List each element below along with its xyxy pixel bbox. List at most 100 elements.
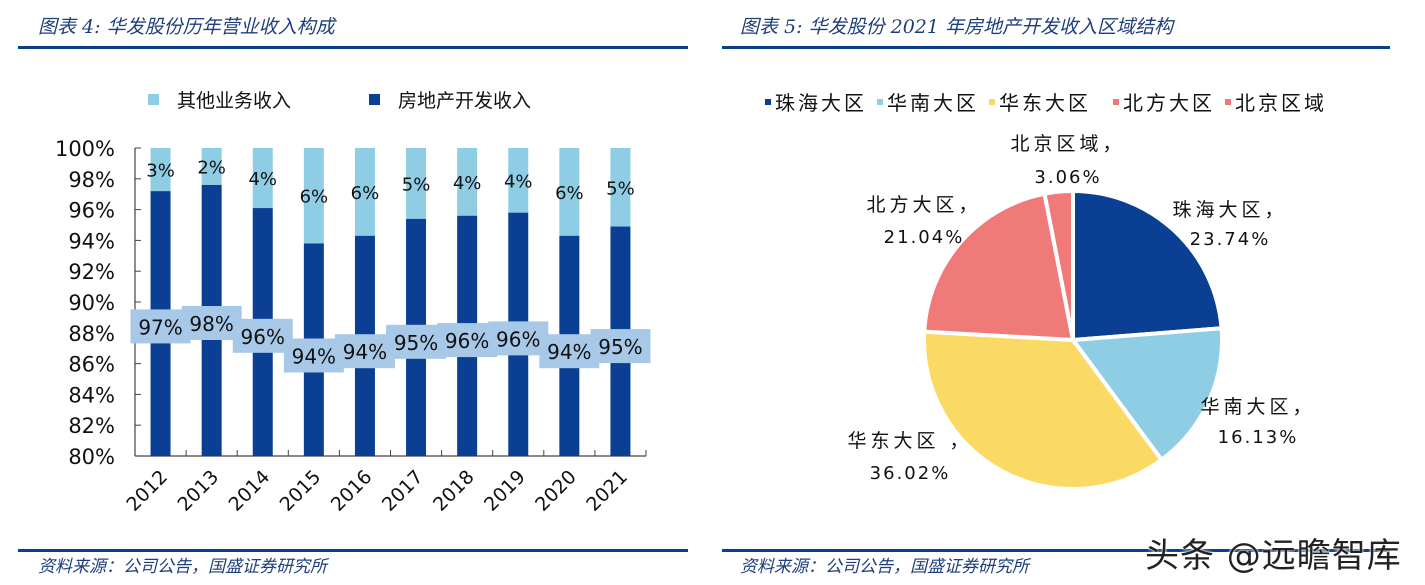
label-beifang-value: 21.04% <box>884 227 965 248</box>
x-tick-label: 2014 <box>225 466 275 516</box>
pie-slice-huadong <box>922 329 1164 491</box>
legend-item-realestate-revenue: 房地产开发收入 <box>369 86 531 113</box>
right-title-rule <box>722 46 1390 49</box>
legend-item-huanan: 华南大区 <box>877 87 979 116</box>
bar-label-realestate: 97% <box>138 315 182 339</box>
legend-swatch-salmon <box>1113 98 1119 105</box>
bar-other-revenue <box>150 148 171 192</box>
pie-slice-huanan <box>1071 326 1224 462</box>
label-beijing-name: 北京区域， <box>1010 133 1125 155</box>
bar-label-other: 6% <box>300 187 329 208</box>
legend-swatch-navy <box>765 98 771 105</box>
bar-label-other: 3% <box>146 161 175 182</box>
bar-other-revenue <box>201 148 222 185</box>
legend-item-beijing: 北京区域 <box>1225 87 1327 116</box>
data-label-box <box>130 309 191 344</box>
pie-slice-beifang <box>922 191 1075 342</box>
bar-other-revenue <box>457 148 478 216</box>
legend-label: 华东大区 <box>999 91 1091 115</box>
bar-label-realestate: 95% <box>598 335 642 359</box>
bar-other-revenue <box>303 148 324 244</box>
data-label-box <box>539 334 600 369</box>
legend-swatch-yellow <box>989 98 995 105</box>
bar-label-realestate: 95% <box>394 331 438 355</box>
y-tick-label: 84% <box>68 383 115 407</box>
bar-label-other: 4% <box>248 169 277 190</box>
stacked-bar-chart: 80% 82% 84% 86% 88% 90% 92% 94% 96% 98% 100% 3% 97% 2… <box>55 137 651 516</box>
label-beifang-name: 北方大区， <box>866 194 981 216</box>
bar-label-realestate: 94% <box>547 340 591 364</box>
bar-label-other: 4% <box>453 173 482 194</box>
legend-label: 房地产开发收入 <box>398 90 532 112</box>
legend-label: 珠海大区 <box>775 91 867 115</box>
legend-item-other-revenue: 其他业务收入 <box>148 86 291 113</box>
bar-other-revenue <box>559 148 580 236</box>
legend-label: 华南大区 <box>887 91 979 115</box>
pie-slice-zhuhai <box>1071 189 1224 342</box>
legend-swatch-dark-blue <box>369 94 381 105</box>
y-tick-label: 90% <box>68 291 115 315</box>
y-tick-label: 80% <box>68 445 115 469</box>
legend-swatch-light-blue <box>877 98 883 105</box>
data-label-box <box>386 324 447 359</box>
right-chart-title: 图表 5: 华发股份 2021 年房地产开发收入区域结构 <box>740 16 1174 38</box>
y-tick-label: 86% <box>68 353 115 377</box>
bar-other-revenue <box>508 148 529 213</box>
x-tick-label: 2013 <box>173 466 223 516</box>
data-label-box <box>283 338 344 373</box>
label-zhuhai-name: 珠海大区， <box>1172 199 1287 221</box>
bar-other-revenue <box>354 148 375 236</box>
x-tick-label: 2016 <box>327 466 377 516</box>
bar-label-realestate: 96% <box>445 329 489 353</box>
bar-other-revenue <box>406 148 427 219</box>
label-huanan-name: 华南大区， <box>1200 396 1315 418</box>
label-huanan-value: 16.13% <box>1218 427 1299 448</box>
right-source-note: 资料来源：公司公告，国盛证券研究所 <box>740 557 1029 577</box>
right-chart-legend: 珠海大区 华南大区 华东大区 北方大区 北京区域 <box>765 87 1327 116</box>
label-huadong-value: 36.02% <box>870 463 951 484</box>
y-tick-label: 96% <box>68 199 115 223</box>
legend-item-beifang: 北方大区 <box>1113 87 1215 116</box>
bar-label-realestate: 94% <box>292 344 336 368</box>
data-label-box <box>181 306 242 340</box>
x-tick-label: 2012 <box>122 466 172 516</box>
y-tick-label: 100% <box>55 137 115 161</box>
y-tick-label: 98% <box>68 168 115 192</box>
data-label-box <box>437 323 498 358</box>
pie-slice-beijing <box>1042 189 1075 342</box>
bar-label-realestate: 96% <box>496 327 540 351</box>
legend-item-huadong: 华东大区 <box>989 87 1091 116</box>
bar-label-other: 5% <box>606 178 635 199</box>
bar-other-revenue <box>610 148 631 227</box>
x-tick-label: 2019 <box>480 466 530 516</box>
bar-label-other: 6% <box>555 183 584 204</box>
legend-item-zhuhai: 珠海大区 <box>765 87 867 116</box>
left-chart-legend: 其他业务收入 房地产开发收入 <box>148 86 531 113</box>
left-chart-title: 图表 4: 华发股份历年营业收入构成 <box>38 16 335 38</box>
bar-label-realestate: 96% <box>241 325 285 349</box>
bar-other-revenue <box>252 148 273 209</box>
left-source-note: 资料来源：公司公告，国盛证券研究所 <box>38 557 327 577</box>
data-label-box <box>590 329 651 364</box>
y-tick-label: 92% <box>68 260 115 284</box>
legend-label: 其他业务收入 <box>177 90 292 112</box>
label-zhuhai-value: 23.74% <box>1190 229 1271 250</box>
bar-label-realestate: 98% <box>189 312 233 336</box>
bar-label-realestate: 94% <box>343 340 387 364</box>
left-source-rule <box>18 549 688 552</box>
left-title-rule <box>18 46 688 49</box>
legend-swatch-salmon <box>1225 98 1231 105</box>
label-beijing-value: 3.06% <box>1034 167 1101 188</box>
right-source-rule <box>722 549 1390 552</box>
x-tick-label: 2017 <box>378 466 428 516</box>
x-tick-label: 2021 <box>582 466 632 516</box>
x-tick-label: 2018 <box>429 466 479 516</box>
y-tick-label: 82% <box>68 414 115 438</box>
pie-chart: 珠海大区， 23.74% 华南大区， 16.13% 华东大区 ， 36.02% 北方大区， 2… <box>847 133 1315 491</box>
data-label-box <box>232 318 293 353</box>
y-tick-label: 88% <box>68 322 115 346</box>
bar-label-other: 4% <box>504 171 533 192</box>
data-label-box <box>334 334 395 369</box>
label-huadong-name: 华东大区 ， <box>847 430 972 452</box>
x-tick-label: 2015 <box>276 466 326 516</box>
